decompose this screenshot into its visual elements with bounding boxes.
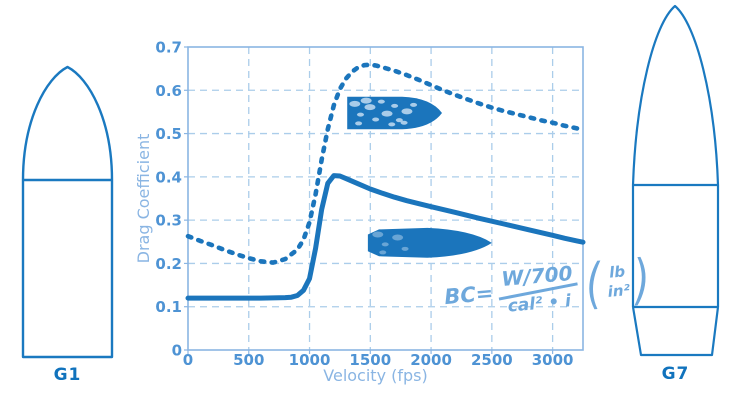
y-tick-label: 0.6	[155, 82, 182, 100]
g7-ogive-nose-outline	[631, 4, 720, 186]
y-tick-label: 0.1	[155, 298, 182, 316]
g1-projectile-silhouette-texture-spot	[401, 108, 413, 115]
g1-drag-curve	[185, 62, 586, 265]
g7-projectile-outline-drawing	[631, 4, 720, 357]
g1-body-outline	[21, 178, 114, 359]
x-tick-label: 2500	[471, 351, 513, 369]
g1-projectile-silhouette-texture-spot	[381, 110, 393, 117]
x-tick-label: 1500	[349, 351, 391, 369]
g1-projectile-silhouette-texture-spot	[377, 99, 385, 104]
y-tick-label: 0.7	[155, 39, 182, 57]
bc-formula-units: lb in²	[605, 262, 631, 301]
g1-projectile-silhouette-texture-spot	[349, 100, 361, 107]
g1-projectile-outline-drawing	[21, 65, 114, 359]
g7-label: G7	[661, 364, 690, 384]
g1-projectile-silhouette-texture-spot	[360, 97, 372, 104]
g7-body-outline	[631, 183, 720, 309]
y-tick-label: 0.2	[155, 255, 182, 273]
y-axis-title: Drag Coefficient	[134, 134, 153, 264]
g1-projectile-silhouette-texture-spot	[356, 112, 364, 117]
g1-projectile-silhouette-texture-spot	[400, 120, 408, 125]
bc-formula-paren-open: (	[583, 251, 604, 316]
g7-projectile-silhouette-texture-spot	[401, 246, 409, 251]
bc-formula-unit-top: lb	[608, 262, 626, 282]
y-tick-label: 0.3	[155, 212, 182, 230]
x-tick-label: 2000	[410, 351, 452, 369]
y-tick-label: 0.4	[155, 168, 182, 186]
x-axis-title: Velocity (fps)	[323, 366, 427, 385]
g7-projectile-silhouette-texture-spot	[381, 242, 389, 247]
bc-formula-unit-bottom: in²	[606, 280, 631, 301]
drag-curve-plot: 0 0.1 0.2 0.3 0.4 0.5 0.6 0.7 0 500 1000 1500 2000 25…	[134, 39, 586, 385]
g1-projectile-silhouette-texture-spot	[410, 102, 418, 107]
y-tick-label: 0	[172, 342, 182, 360]
x-tick-label: 500	[233, 351, 264, 369]
g7-drag-curve	[185, 173, 586, 301]
g1-projectile-silhouette-texture-spot	[364, 104, 376, 111]
bc-formula-fraction: W/700 cal² • i	[496, 261, 580, 318]
g1-projectile-silhouette-texture-spot	[372, 117, 380, 122]
g7-boat-tail-outline	[631, 306, 720, 357]
drag-coefficient-chart: 0 0.1 0.2 0.3 0.4 0.5 0.6 0.7 0 500 1000 1500 2000 25…	[130, 35, 653, 395]
bc-formula-lhs: BC=	[443, 280, 495, 310]
y-tick-label: 0.5	[155, 125, 182, 143]
x-tick-label: 3000	[532, 351, 574, 369]
g1-projectile-silhouette-texture-spot	[395, 118, 403, 123]
g7-standard-projectile-figure: G7	[628, 2, 723, 384]
g1-projectile-silhouette-texture-spot	[388, 122, 396, 127]
g1-ogive-nose-outline	[21, 65, 114, 181]
g7-projectile-silhouette-texture-spot	[372, 231, 384, 238]
plot-border	[187, 46, 584, 351]
g1-projectile-silhouette-texture-spot	[355, 121, 363, 126]
g7-projectile-silhouette-texture-spot	[392, 234, 404, 241]
bc-formula-paren-close: )	[632, 247, 653, 312]
g1-standard-projectile-figure: G1	[20, 62, 115, 385]
g1-label: G1	[53, 365, 82, 385]
x-tick-label: 1000	[289, 351, 331, 369]
x-tick-label: 0	[183, 351, 193, 369]
g1-projectile-silhouette-texture-spot	[391, 103, 399, 108]
g7-projectile-silhouette-texture-spot	[379, 250, 387, 255]
